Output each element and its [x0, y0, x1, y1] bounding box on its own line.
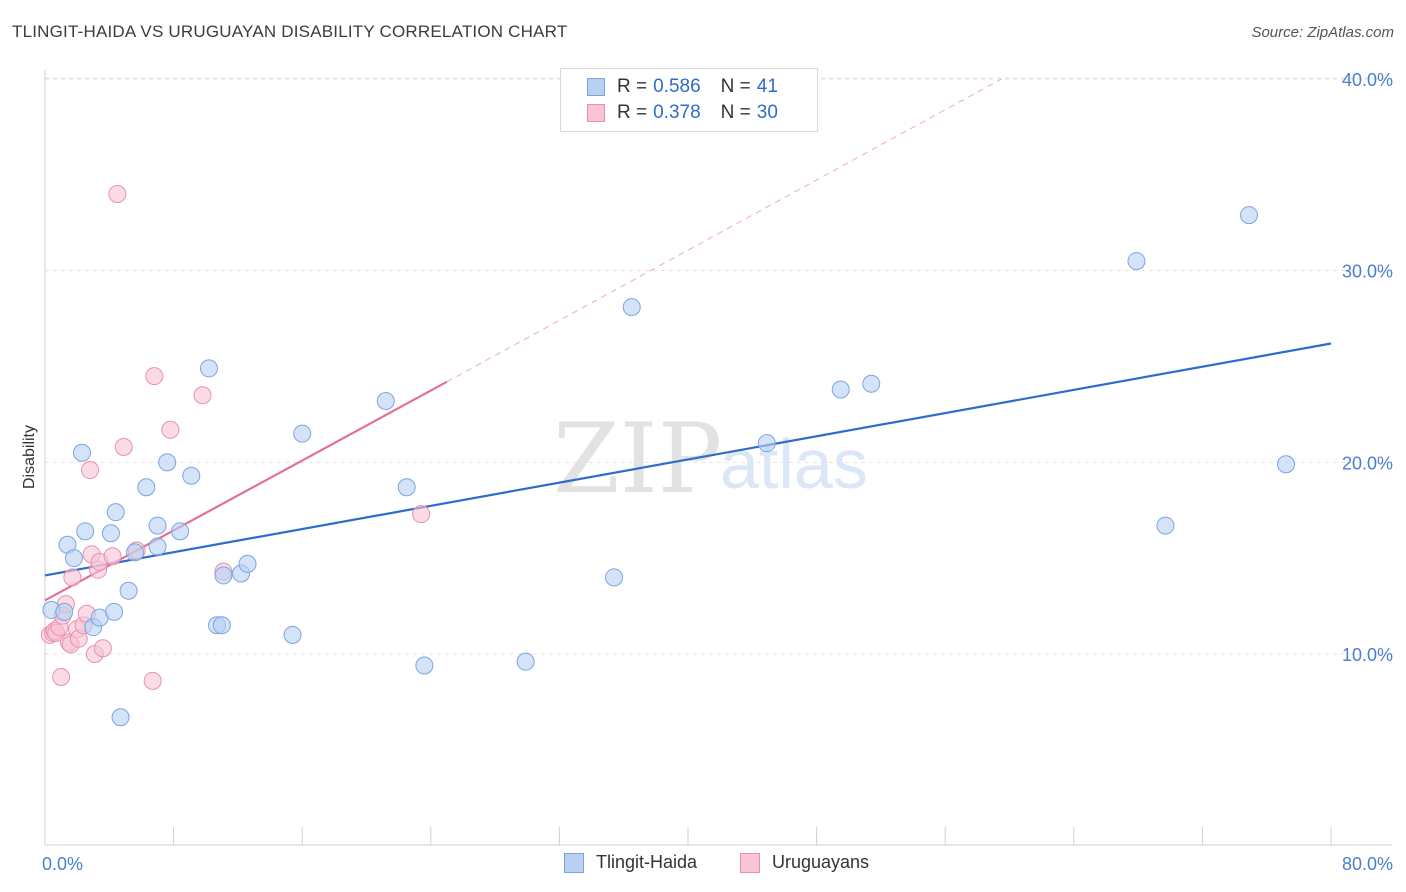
- data-point: [397, 478, 416, 497]
- data-point: [1127, 252, 1146, 271]
- data-point: [862, 374, 881, 393]
- data-point: [105, 602, 124, 621]
- y-axis-label: Disability: [21, 425, 38, 489]
- data-point: [103, 547, 122, 566]
- data-point: [148, 537, 167, 556]
- legend-swatch-uruguayans: [587, 104, 605, 122]
- legend-swatch-tlingit: [587, 78, 605, 96]
- data-point: [199, 359, 218, 378]
- y-tick-label: 10.0%: [1342, 645, 1393, 665]
- y-tick-labels: 10.0% 20.0% 30.0% 40.0%: [1342, 70, 1393, 665]
- data-point: [171, 522, 190, 541]
- legend-row-uruguayans: R = 0.378 N = 30: [587, 100, 778, 126]
- data-point: [81, 461, 100, 479]
- series-legend: Tlingit-Haida Uruguayans: [0, 852, 1406, 876]
- data-point: [757, 434, 776, 453]
- data-point: [114, 438, 133, 456]
- data-point: [119, 581, 138, 600]
- data-point: [415, 656, 434, 675]
- data-point: [1276, 455, 1295, 474]
- data-point: [55, 602, 74, 621]
- legend-r-label: R =: [617, 76, 648, 97]
- chart-title: TLINGIT-HAIDA VS URUGUAYAN DISABILITY CO…: [12, 22, 568, 41]
- source-label: Source: ZipAtlas.com: [1251, 24, 1394, 41]
- data-point: [193, 386, 212, 405]
- y-tick-label: 20.0%: [1342, 453, 1393, 473]
- legend-swatch-tlingit-haida: [564, 852, 584, 873]
- watermark-atlas: atlas: [720, 425, 868, 503]
- data-point: [63, 568, 82, 587]
- legend-label-tlingit-haida: Tlingit-Haida: [596, 852, 698, 872]
- data-point: [52, 668, 71, 686]
- trend-lines: [44, 78, 1332, 602]
- legend-n-label: N =: [720, 102, 751, 123]
- legend-item-tlingit-haida: Tlingit-Haida: [564, 852, 697, 873]
- data-point: [182, 466, 201, 485]
- data-point: [376, 392, 395, 410]
- data-point: [1240, 206, 1259, 225]
- data-point: [161, 420, 180, 439]
- watermark-zip: ZIP: [553, 403, 722, 515]
- data-point: [64, 549, 83, 568]
- legend-n-value: 41: [756, 76, 778, 97]
- legend-n-value: 30: [756, 102, 778, 123]
- data-point: [101, 524, 120, 543]
- data-point: [76, 522, 95, 541]
- legend-row-tlingit: R = 0.586 N = 41: [587, 74, 778, 100]
- axes: [44, 70, 1392, 846]
- x-tick-label: 80.0%: [1342, 854, 1393, 874]
- data-point: [214, 566, 233, 585]
- data-point: [283, 625, 302, 644]
- data-point: [137, 478, 156, 497]
- data-point: [148, 516, 167, 535]
- data-point: [143, 671, 162, 690]
- data-point: [412, 505, 431, 524]
- y-tick-label: 40.0%: [1342, 70, 1393, 90]
- x-tick-label: 0.0%: [42, 854, 83, 874]
- data-point: [111, 708, 130, 727]
- legend-swatch-uruguayans: [740, 852, 760, 873]
- data-point: [238, 554, 257, 573]
- data-point: [72, 443, 91, 462]
- data-point: [126, 543, 145, 562]
- data-point: [212, 616, 231, 635]
- y-tick-label: 30.0%: [1342, 262, 1393, 282]
- legend-r-value: 0.378: [653, 102, 701, 123]
- legend-r-label: R =: [617, 102, 648, 123]
- data-point: [831, 380, 850, 399]
- data-point: [158, 453, 177, 472]
- data-point: [1156, 516, 1175, 535]
- data-point: [293, 424, 312, 443]
- stats-legend: R = 0.586 N = 41 R = 0.378 N = 30: [560, 68, 818, 132]
- legend-label-uruguayans: Uruguayans: [772, 852, 870, 872]
- data-point: [93, 639, 112, 658]
- data-point: [106, 503, 125, 522]
- data-point: [605, 568, 624, 587]
- data-point: [108, 185, 127, 203]
- data-points: [40, 185, 1295, 727]
- x-tick-labels: 0.0% 80.0%: [42, 854, 1393, 874]
- legend-item-uruguayans: Uruguayans: [740, 852, 869, 873]
- data-point: [516, 652, 535, 671]
- data-point: [622, 298, 641, 317]
- trend-line: [44, 342, 1332, 577]
- data-point: [145, 367, 164, 386]
- legend-r-value: 0.586: [653, 76, 701, 97]
- legend-n-label: N =: [720, 76, 751, 97]
